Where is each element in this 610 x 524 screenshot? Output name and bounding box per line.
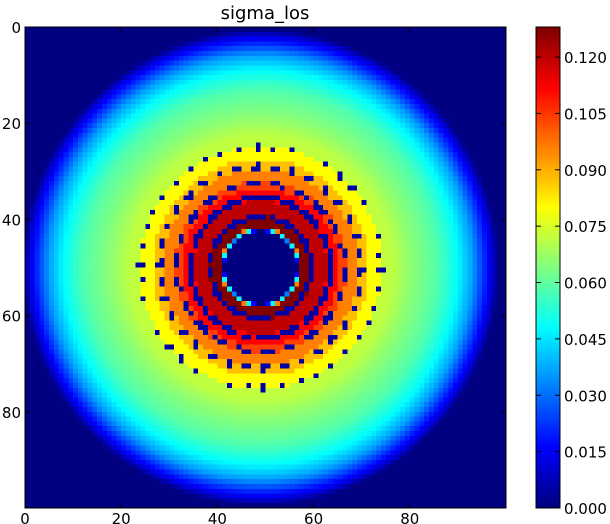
colorbar-tick-label: 0.000: [564, 500, 607, 518]
x-tick-label: 60: [304, 510, 323, 524]
x-tick-label: 80: [400, 510, 419, 524]
colorbar-tick-label: 0.045: [564, 331, 607, 349]
y-tick-label: 20: [2, 115, 21, 133]
heatmap-image: [25, 27, 506, 508]
colorbar-tick-label: 0.030: [564, 387, 607, 405]
colorbar-tick-label: 0.075: [564, 218, 607, 236]
y-tick-label: 40: [2, 211, 21, 229]
chart-title: sigma_los: [221, 3, 310, 24]
colorbar-gradient: [536, 27, 560, 508]
y-tick-label: 60: [2, 308, 21, 326]
y-tick-label: 80: [2, 404, 21, 422]
x-tick-label: 20: [112, 510, 131, 524]
colorbar-tick-label: 0.015: [564, 444, 607, 462]
colorbar: 0.000 0.015 0.030 0.045 0.060 0.075 0.090 0.105…: [535, 26, 607, 518]
plot-frame: [24, 26, 507, 509]
colorbar-tick-label: 0.105: [564, 105, 607, 123]
heatmap-plot: 0 20 40 60 80 0 20 40 60 80: [2, 19, 507, 524]
x-axis-ticks: 0 20 40 60 80: [20, 27, 419, 524]
x-tick-label: 0: [20, 510, 30, 524]
y-tick-label: 0: [11, 19, 21, 37]
colorbar-tick-label: 0.120: [564, 49, 607, 67]
colorbar-tick-label: 0.060: [564, 275, 607, 293]
colorbar-tick-label: 0.090: [564, 162, 607, 180]
colorbar-ticks: 0.000 0.015 0.030 0.045 0.060 0.075 0.090 0.105…: [536, 49, 607, 518]
y-axis-ticks: 0 20 40 60 80: [2, 19, 506, 422]
x-tick-label: 40: [208, 510, 227, 524]
colorbar-frame: [535, 26, 561, 509]
